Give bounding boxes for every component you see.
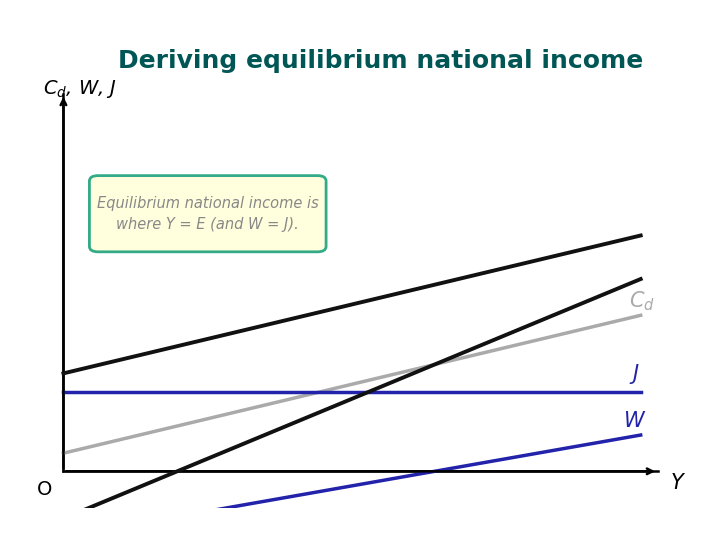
- Text: Deriving equilibrium national income: Deriving equilibrium national income: [118, 49, 644, 73]
- FancyBboxPatch shape: [89, 176, 326, 252]
- Text: $C_d$: $C_d$: [629, 289, 655, 313]
- Text: O: O: [37, 481, 52, 500]
- Text: Equilibrium national income is
where Y = E (and W = J).: Equilibrium national income is where Y =…: [97, 195, 319, 232]
- Text: $W$: $W$: [624, 411, 647, 431]
- Text: $C_d$, $W$, $J$: $C_d$, $W$, $J$: [43, 78, 117, 99]
- Text: $Y$: $Y$: [670, 473, 685, 493]
- Text: $J$: $J$: [629, 362, 640, 386]
